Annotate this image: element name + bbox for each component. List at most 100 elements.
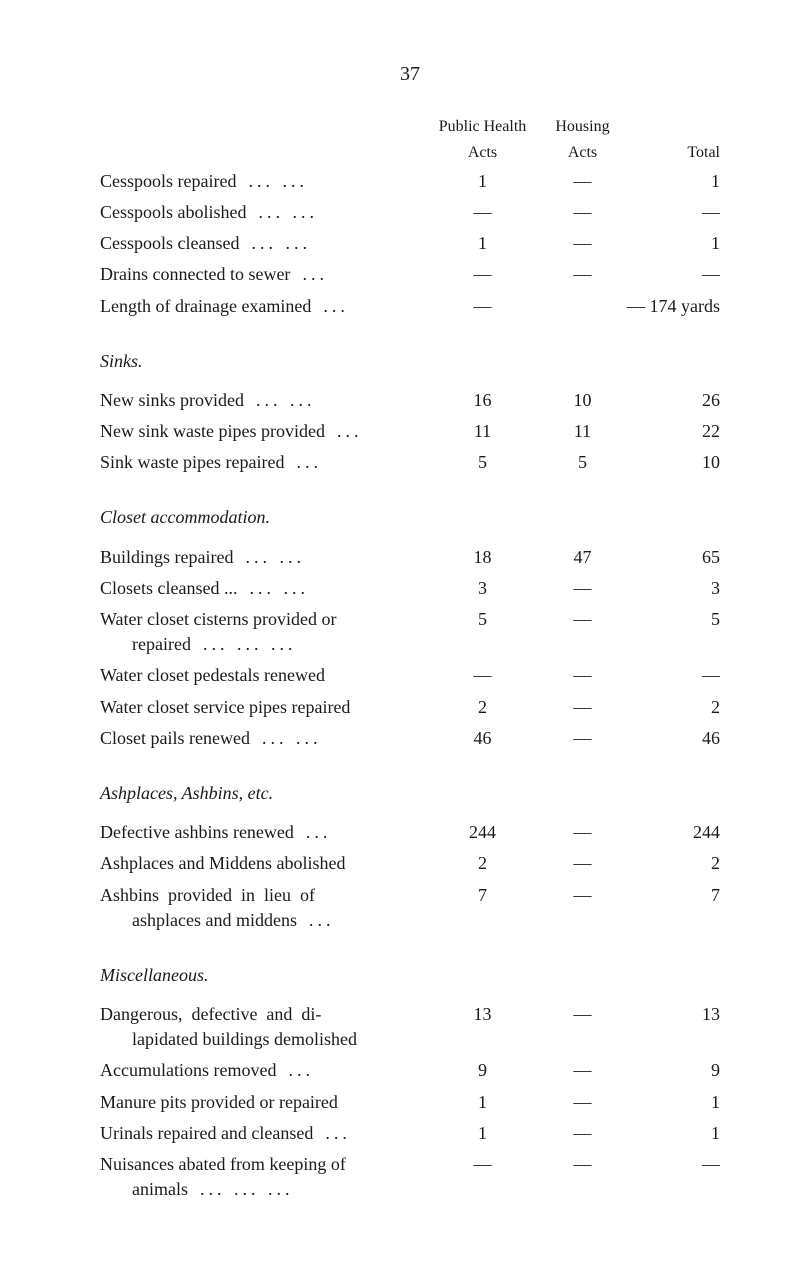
row-values: ———	[430, 663, 720, 688]
cell-c2: —	[535, 200, 630, 225]
cell-c1: —	[430, 262, 535, 287]
table-row: Cesspools repaired... ...1—1	[100, 169, 720, 194]
row-dots: ... ...	[237, 576, 309, 601]
section1-rows: Cesspools repaired... ...1—1Cesspools ab…	[100, 169, 720, 319]
row-description-col: Sink waste pipes repaired...	[100, 450, 430, 475]
cell-c2: —	[535, 726, 630, 751]
row-description-col: Ashplaces and Middens abolished	[100, 851, 430, 876]
row-dots: ...	[294, 820, 332, 845]
table-row: Accumulations removed...9—9	[100, 1058, 720, 1083]
section5-rows: Dangerous, defective and di-lapidated bu…	[100, 1002, 720, 1202]
row-values: 161026	[430, 388, 720, 413]
table-row: Drains connected to sewer...———	[100, 262, 720, 287]
row-description-col: Accumulations removed...	[100, 1058, 430, 1083]
cell-c2: —	[535, 231, 630, 256]
row-dots: ...	[325, 419, 363, 444]
cell-c2: 11	[535, 419, 630, 444]
cell-span: — 174 yards	[535, 294, 720, 319]
cell-c3: 1	[630, 1121, 720, 1146]
cell-c1: 18	[430, 545, 535, 570]
cell-c3: 65	[630, 545, 720, 570]
row-dots: ...	[313, 1121, 351, 1146]
row-values: 13—13	[430, 1002, 720, 1027]
row-description-col: Nuisances abated from keeping ofanimals.…	[100, 1152, 430, 1202]
row-description-col: Length of drainage examined...	[100, 294, 430, 319]
cell-c3: 22	[630, 419, 720, 444]
row-dots: ...	[297, 908, 335, 933]
row-dots: ...	[311, 294, 349, 319]
cell-c3: 2	[630, 695, 720, 720]
cell-c1: 1	[430, 169, 535, 194]
row-description-line2: lapidated buildings demolished	[100, 1027, 357, 1052]
row-description-col: Ashbins provided in lieu ofashplaces and…	[100, 883, 430, 933]
row-values: 111122	[430, 419, 720, 444]
header-col2-line1: Housing	[535, 116, 630, 138]
cell-c3: 10	[630, 450, 720, 475]
section3-title: Closet accommodation.	[100, 505, 720, 530]
cell-c3: 3	[630, 576, 720, 601]
row-dots: ... ...	[244, 388, 316, 413]
cell-c2: —	[535, 883, 630, 908]
cell-c1: 7	[430, 883, 535, 908]
data-table: Public Health Housing Acts Acts Total Ce…	[100, 116, 720, 1202]
cell-c1: 13	[430, 1002, 535, 1027]
table-row: Water closet service pipes repaired2—2	[100, 695, 720, 720]
cell-c2: —	[535, 1090, 630, 1115]
row-description: Cesspools abolished	[100, 200, 247, 225]
row-values: 184765	[430, 545, 720, 570]
cell-c2: 5	[535, 450, 630, 475]
table-row: Buildings repaired... ...184765	[100, 545, 720, 570]
row-dots: ... ...	[233, 545, 305, 570]
table-row: Nuisances abated from keeping ofanimals.…	[100, 1152, 720, 1202]
row-values: ———	[430, 262, 720, 287]
row-description-col: Water closet service pipes repaired	[100, 695, 430, 720]
row-dots: ... ... ...	[191, 632, 297, 657]
row-description: Closets cleansed ...	[100, 576, 237, 601]
row-description-line2-wrap: animals... ... ...	[100, 1177, 430, 1202]
row-values: 3—3	[430, 576, 720, 601]
cell-c1: —	[430, 1152, 535, 1177]
row-description: Cesspools cleansed	[100, 231, 239, 256]
table-row: Dangerous, defective and di-lapidated bu…	[100, 1002, 720, 1052]
row-description-line2: animals	[100, 1177, 188, 1202]
row-description-col: Cesspools cleansed... ...	[100, 231, 430, 256]
row-values: —— 174 yards	[430, 294, 720, 319]
row-description-line1: Water closet cisterns provided or	[100, 607, 336, 632]
section2-title: Sinks.	[100, 349, 720, 374]
row-description: New sink waste pipes provided	[100, 419, 325, 444]
cell-c3: 2	[630, 851, 720, 876]
cell-c1: 1	[430, 231, 535, 256]
cell-c3: —	[630, 262, 720, 287]
row-dots: ... ...	[247, 200, 319, 225]
cell-c2: —	[535, 663, 630, 688]
row-dots: ... ...	[236, 169, 308, 194]
header-col3-blank	[630, 116, 720, 138]
row-values: ———	[430, 200, 720, 225]
row-description: Length of drainage examined	[100, 294, 311, 319]
row-description-col: Water closet pedestals renewed	[100, 663, 430, 688]
row-dots: ... ...	[250, 726, 322, 751]
table-row: Ashbins provided in lieu ofashplaces and…	[100, 883, 720, 933]
row-values: 1—1	[430, 231, 720, 256]
row-description-col: New sink waste pipes provided...	[100, 419, 430, 444]
section5-title: Miscellaneous.	[100, 963, 720, 988]
cell-c1: 16	[430, 388, 535, 413]
page-number: 37	[100, 60, 720, 88]
row-dots: ... ... ...	[188, 1177, 294, 1202]
cell-c1: 46	[430, 726, 535, 751]
row-description: Urinals repaired and cleansed	[100, 1121, 313, 1146]
cell-c2: —	[535, 169, 630, 194]
table-row: Closets cleansed ...... ... 3—3	[100, 576, 720, 601]
cell-c3: —	[630, 200, 720, 225]
row-description: Defective ashbins renewed	[100, 820, 294, 845]
row-values: 2—2	[430, 695, 720, 720]
row-description-line2: repaired	[100, 632, 191, 657]
cell-c2: —	[535, 820, 630, 845]
row-dots: ... ...	[239, 231, 311, 256]
cell-c3: 244	[630, 820, 720, 845]
row-description: Water closet pedestals renewed	[100, 663, 325, 688]
row-description-col: Buildings repaired... ...	[100, 545, 430, 570]
cell-c1: 11	[430, 419, 535, 444]
row-values: 5—5	[430, 607, 720, 632]
row-description-col: Cesspools abolished... ...	[100, 200, 430, 225]
